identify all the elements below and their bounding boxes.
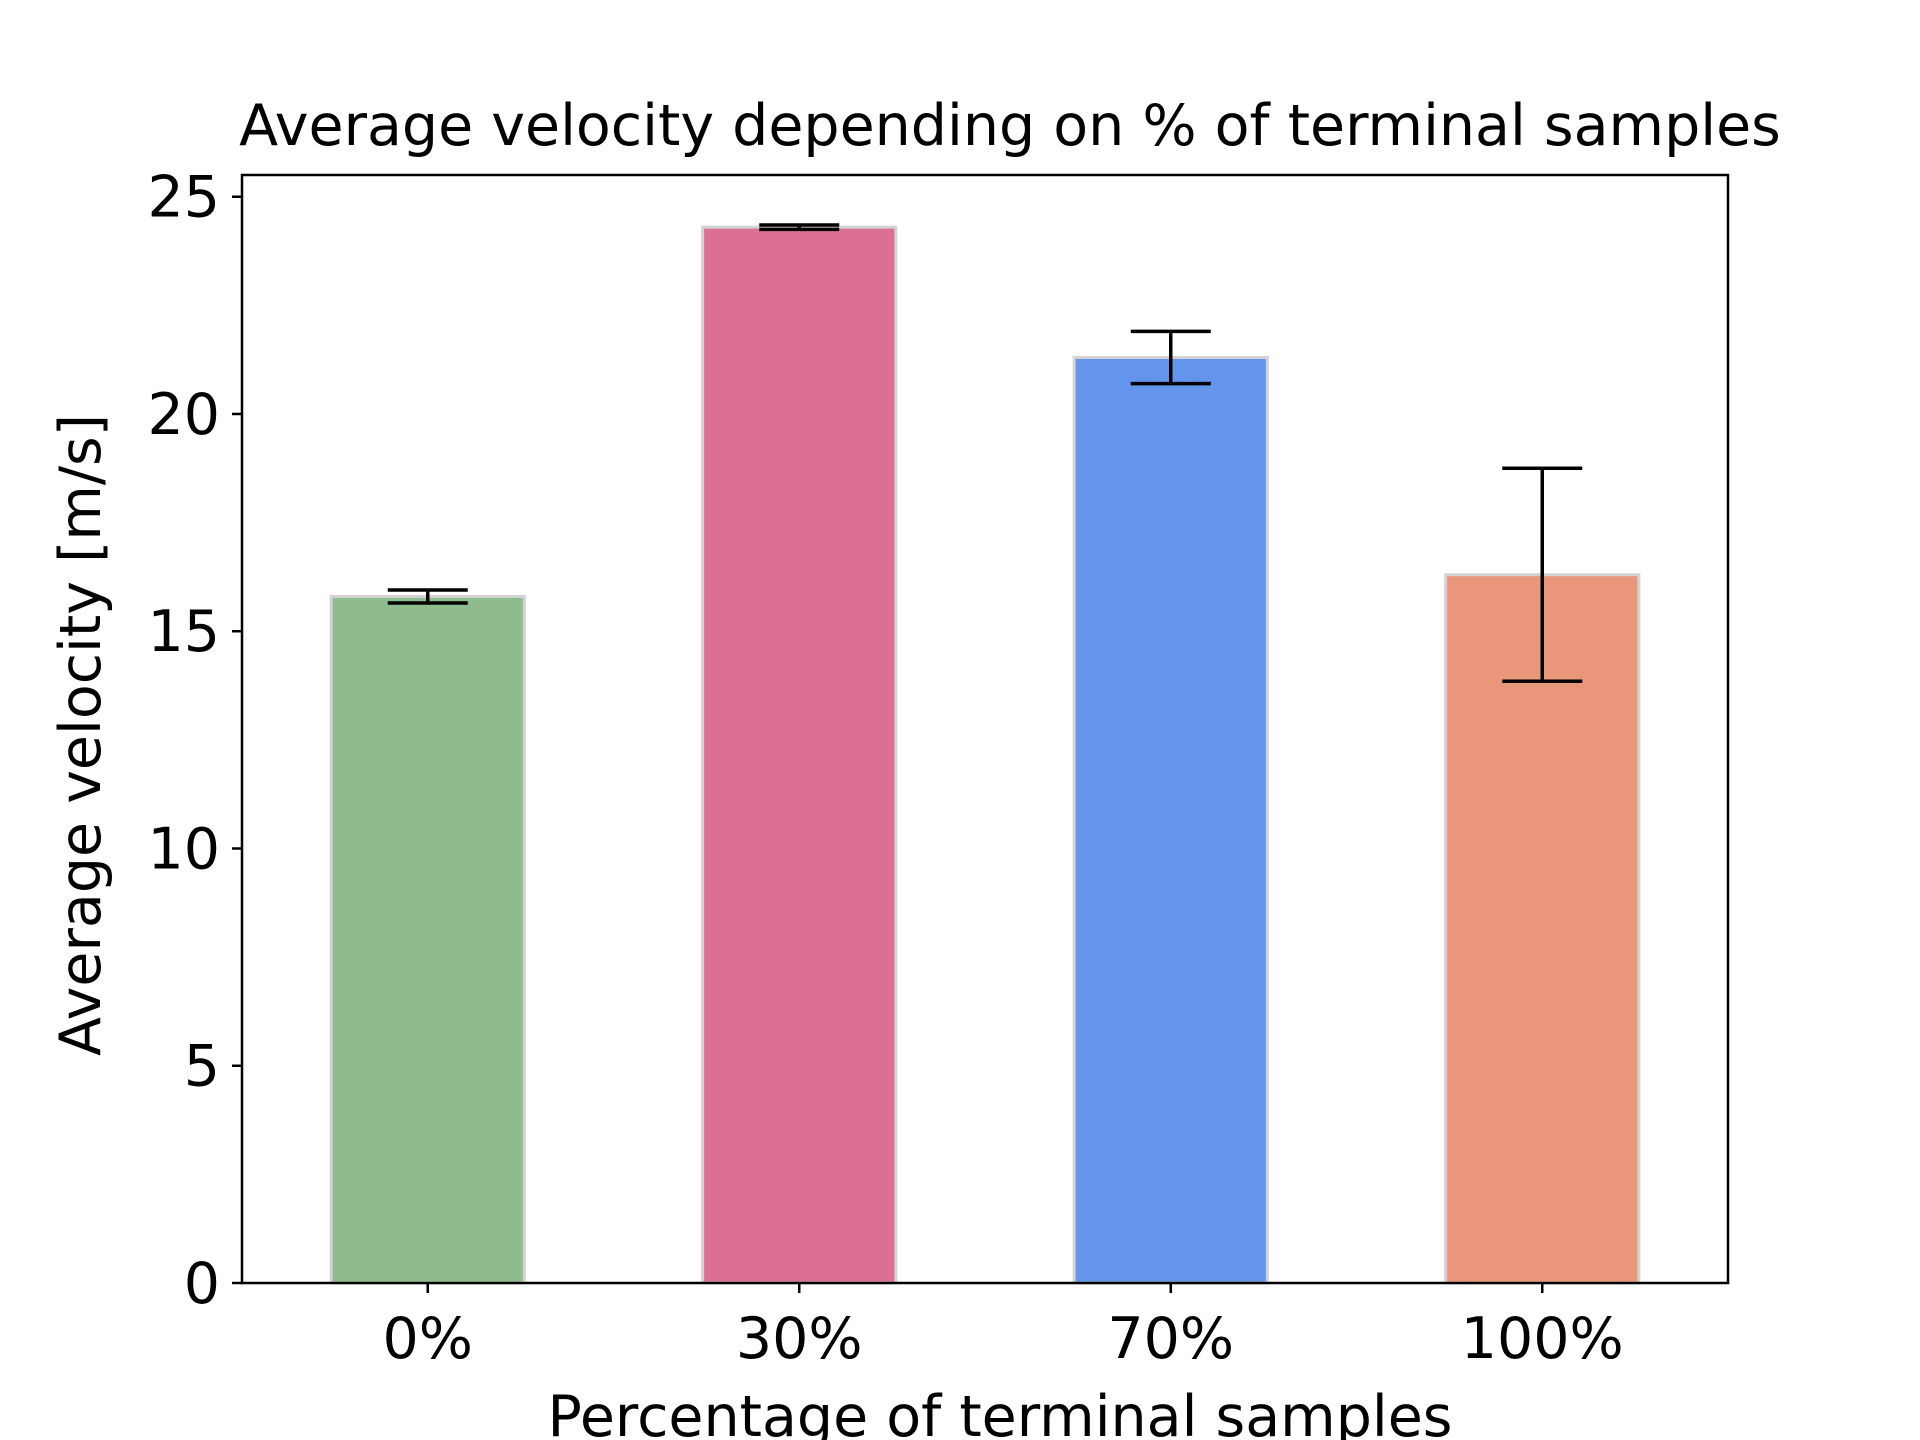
y-tick-label: 5: [184, 1034, 220, 1100]
x-tick-label: 100%: [1461, 1306, 1624, 1372]
error-bar-3: [1502, 466, 1583, 683]
error-bar-0: [387, 588, 468, 605]
bar-1: [701, 225, 898, 1285]
bar-3: [1444, 573, 1641, 1285]
bars-group: [329, 225, 1641, 1285]
y-tick-label: 0: [184, 1251, 220, 1317]
error-bar-2: [1130, 329, 1211, 386]
y-axis-label: Average velocity [m/s]: [48, 414, 114, 1056]
x-tick-label: 70%: [1107, 1306, 1234, 1372]
error-bars-group: [387, 223, 1583, 683]
bar-2: [1072, 355, 1269, 1285]
y-axis: 0 5 10 15 20 25: [147, 165, 242, 1317]
bar-0: [329, 594, 526, 1285]
y-tick-label: 25: [147, 165, 220, 231]
x-tick-label: 0%: [383, 1306, 473, 1372]
plot-frame: [240, 173, 1730, 1285]
y-tick-label: 10: [147, 816, 220, 882]
x-tick-label: 30%: [736, 1306, 863, 1372]
chart-title: Average velocity depending on % of termi…: [239, 93, 1781, 159]
y-tick-label: 20: [147, 382, 220, 448]
x-axis: 0% 30% 70% 100%: [383, 1283, 1624, 1372]
error-bar-1: [759, 223, 840, 232]
y-tick-label: 15: [147, 599, 220, 665]
x-axis-label: Percentage of terminal samples: [548, 1384, 1453, 1440]
